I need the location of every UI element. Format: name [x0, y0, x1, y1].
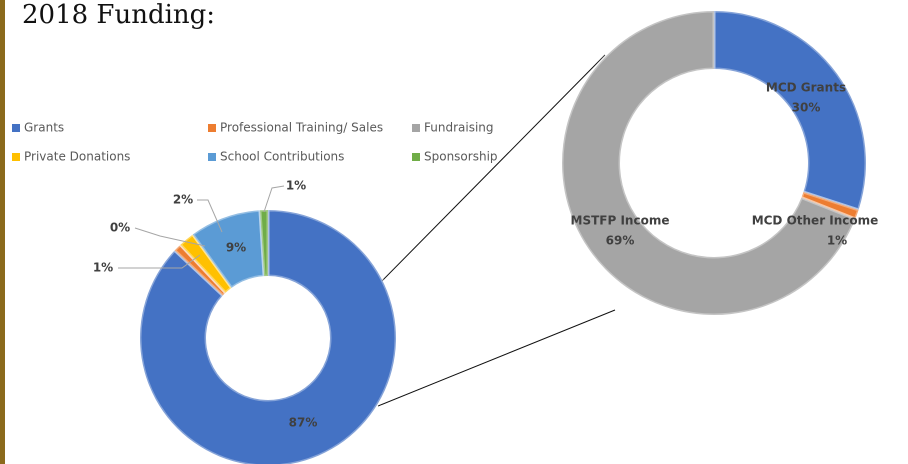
- data-label: 1%: [827, 234, 847, 248]
- data-label: 87%: [289, 416, 318, 430]
- data-label-name: MCD Other Income: [752, 214, 879, 228]
- donut-slice: [258, 208, 270, 278]
- data-label: 9%: [226, 241, 246, 255]
- legend-swatch: [12, 124, 20, 132]
- data-label: 1%: [286, 179, 306, 193]
- side-bar: [0, 0, 5, 464]
- legend-label: School Contributions: [220, 150, 344, 164]
- leader-line: [134, 227, 206, 247]
- donut-slice: [179, 243, 227, 294]
- legend-swatch: [208, 153, 216, 161]
- legend-swatch: [208, 124, 216, 132]
- data-label: 2%: [173, 193, 193, 207]
- data-label: 30%: [792, 101, 821, 115]
- data-label-name: MCD Grants: [766, 81, 846, 95]
- legend-swatch: [412, 153, 420, 161]
- legend-label: Grants: [24, 121, 64, 135]
- legend-label: Sponsorship: [424, 150, 498, 164]
- legend-label: Fundraising: [424, 121, 494, 135]
- data-label: 0%: [110, 221, 130, 235]
- legend-swatch: [12, 153, 20, 161]
- chart-title: 2018 Funding:: [22, 0, 215, 30]
- donut-slice: [560, 9, 858, 317]
- connector: [377, 54, 606, 286]
- donut-slice: [138, 208, 398, 464]
- legend-label: Professional Training/ Sales: [220, 121, 383, 135]
- legend-label: Private Donations: [24, 150, 130, 164]
- leader-line: [197, 199, 223, 233]
- donut-slice: [712, 9, 868, 212]
- donut-slice: [172, 242, 228, 298]
- leader-line: [263, 185, 285, 213]
- leader-line: [118, 254, 201, 269]
- data-label-name: MSTFP Income: [571, 214, 670, 228]
- legend-swatch: [412, 124, 420, 132]
- data-label: 1%: [93, 261, 113, 275]
- data-label: 69%: [606, 234, 635, 248]
- connector: [377, 309, 616, 407]
